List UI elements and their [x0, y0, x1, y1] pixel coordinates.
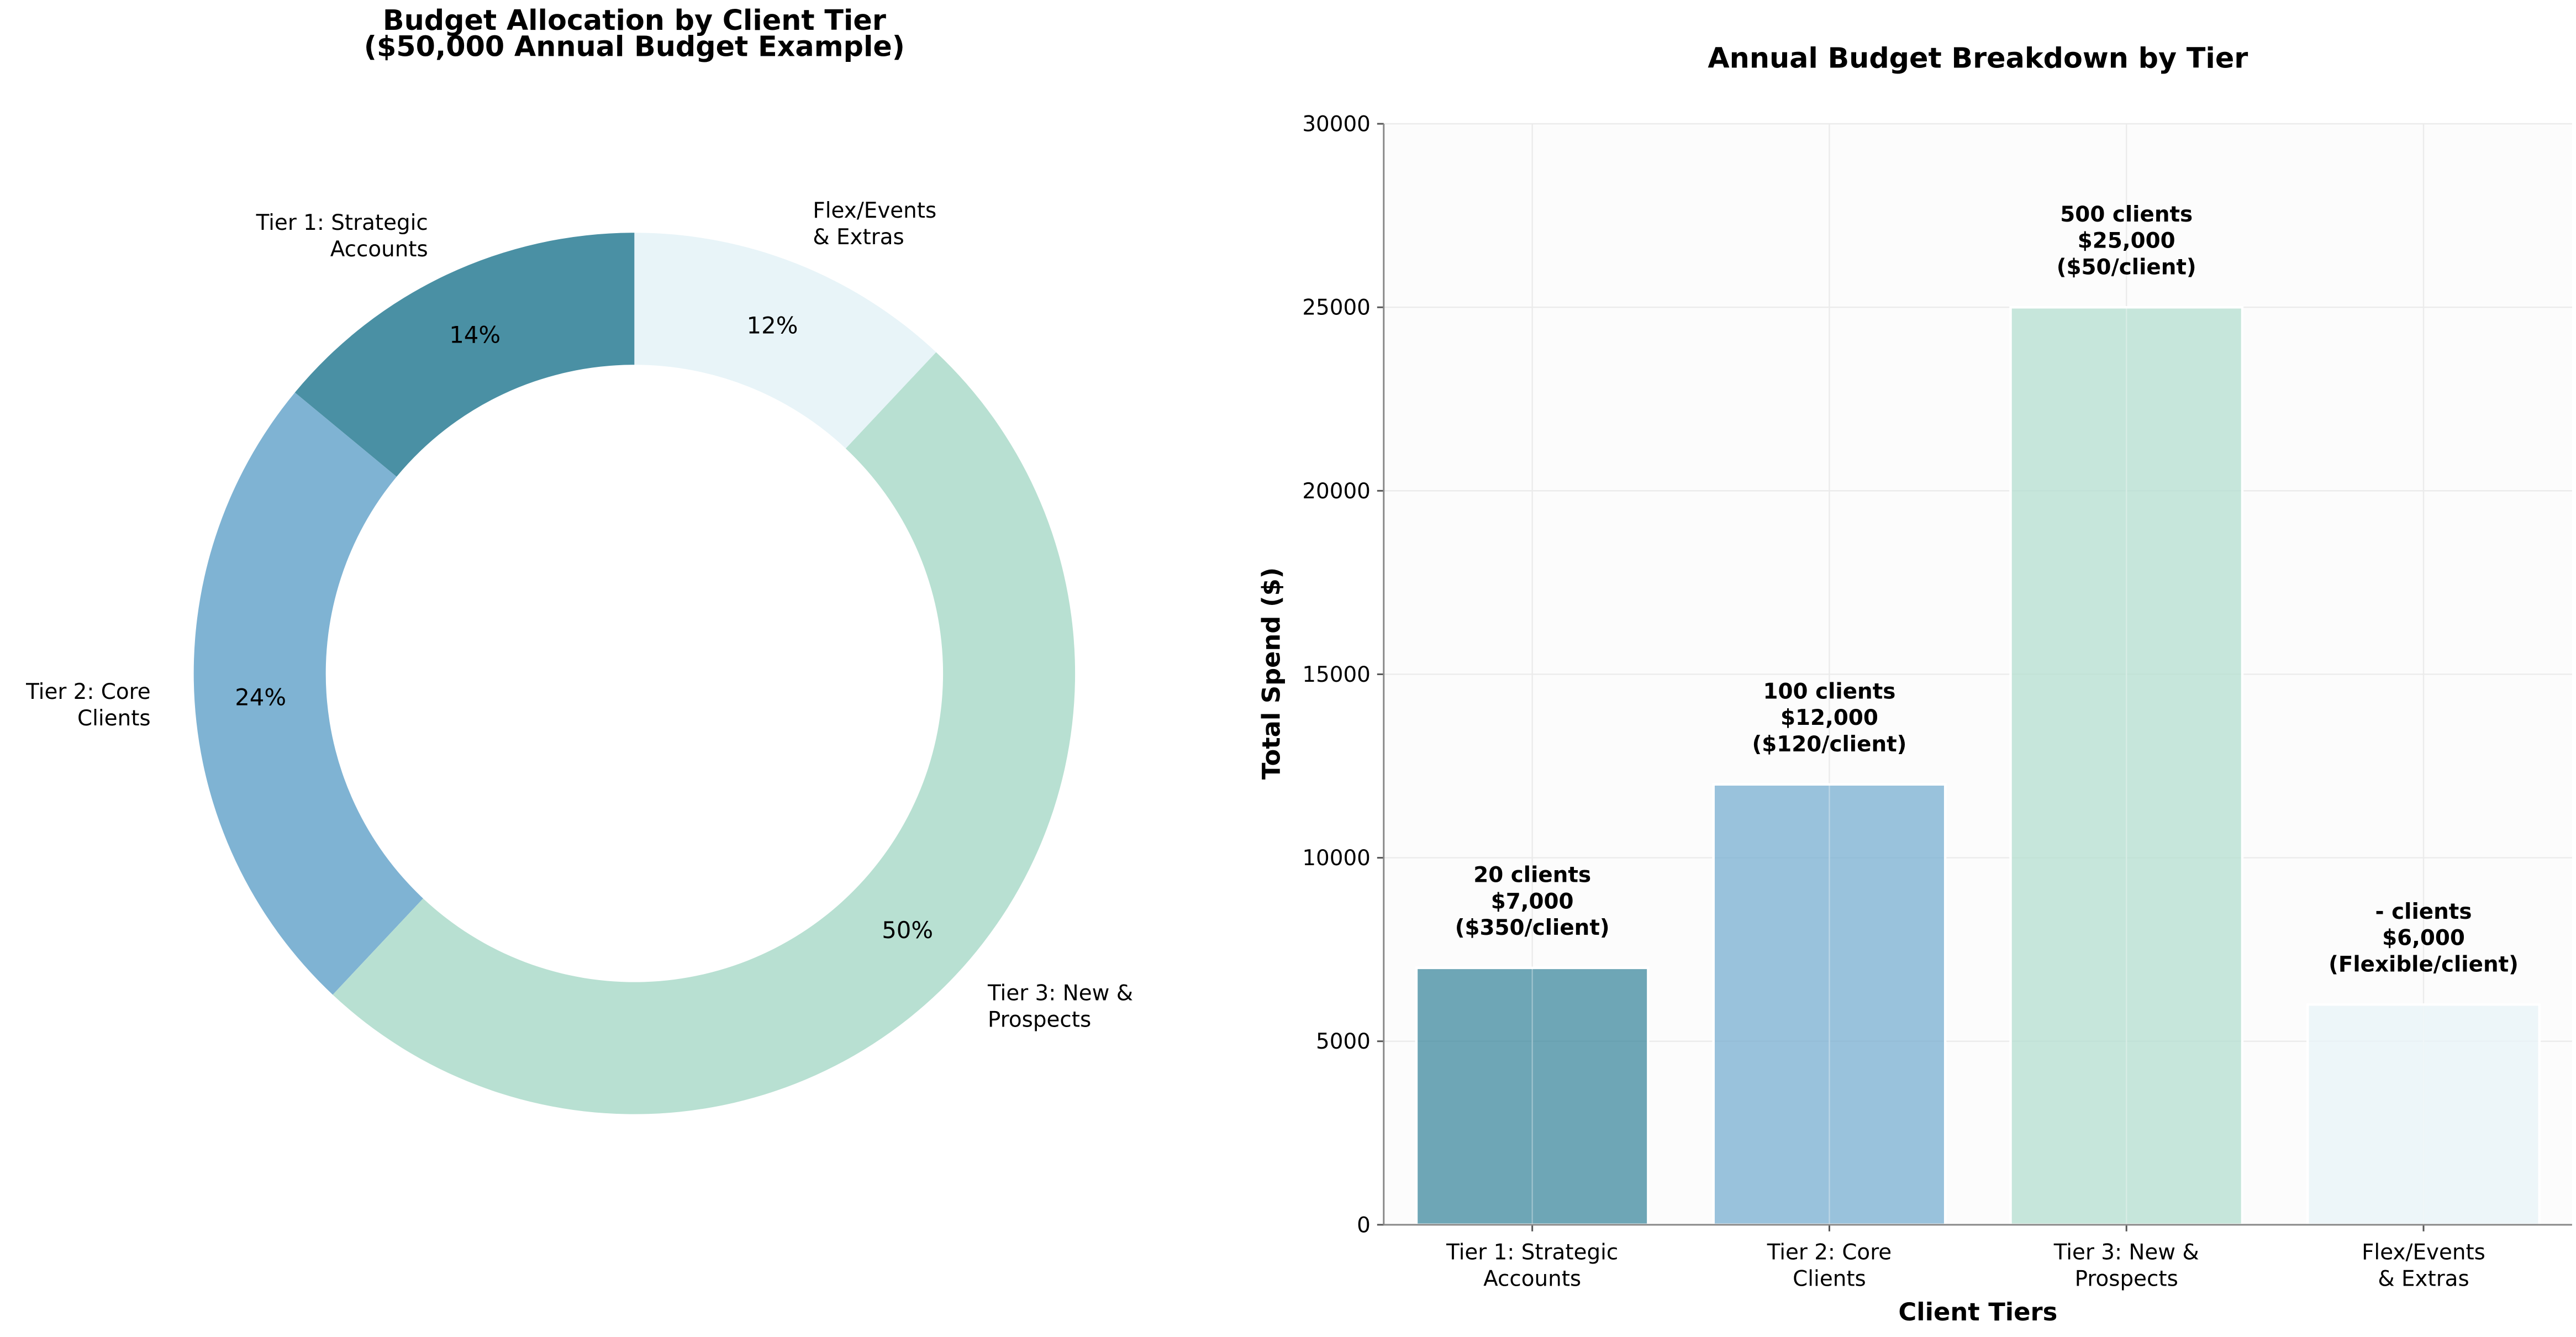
- slice-label: Tier 2: Core Clients: [25, 680, 151, 731]
- donut-slice: [193, 392, 423, 995]
- bar-title: Annual Budget Breakdown by Tier: [1708, 41, 2248, 74]
- bar: [1712, 783, 1947, 1227]
- slice-label: Flex/Events & Extras: [813, 198, 936, 250]
- y-tick-label: 20000: [1302, 479, 1371, 504]
- percent-label: 50%: [882, 917, 933, 944]
- y-tick-label: 15000: [1302, 662, 1371, 687]
- x-tick-label: Tier 2: Core Clients: [1767, 1240, 1892, 1292]
- x-tick-label: Tier 1: Strategic Accounts: [1446, 1240, 1618, 1292]
- pie-title: Budget Allocation by Client Tier ($50,000…: [364, 4, 905, 63]
- y-tick-label: 10000: [1302, 846, 1371, 871]
- y-tick-label: 5000: [1316, 1029, 1371, 1054]
- slice-label: Tier 1: Strategic Accounts: [256, 210, 428, 262]
- donut-slice: [333, 352, 1076, 1114]
- slice-label: Tier 3: New & Prospects: [987, 981, 1133, 1033]
- bar-value-label: - clients $6,000 (Flexible/client): [2329, 899, 2519, 977]
- bar: [2306, 1003, 2541, 1227]
- percent-label: 24%: [235, 683, 286, 710]
- donut-slice: [294, 233, 635, 477]
- bar-value-label: 100 clients $12,000 ($120/client): [1752, 679, 1906, 757]
- percent-label: 14%: [449, 321, 501, 348]
- bar-value-label: 500 clients $25,000 ($50/client): [2057, 202, 2196, 280]
- y-axis-title: Total Spend ($): [1257, 567, 1286, 780]
- y-tick-label: 30000: [1302, 112, 1371, 137]
- bar-value-label: 20 clients $7,000 ($350/client): [1455, 863, 1610, 941]
- donut-slice: [634, 233, 936, 449]
- bar: [2009, 306, 2244, 1227]
- y-tick-label: 25000: [1302, 296, 1371, 320]
- percent-label: 12%: [747, 312, 798, 339]
- y-tick-label: 0: [1357, 1213, 1371, 1238]
- x-tick-label: Flex/Events & Extras: [2362, 1240, 2485, 1292]
- x-axis-title: Client Tiers: [1898, 1297, 2057, 1327]
- x-tick-label: Tier 3: New & Prospects: [2053, 1240, 2199, 1292]
- bar: [1415, 966, 1650, 1227]
